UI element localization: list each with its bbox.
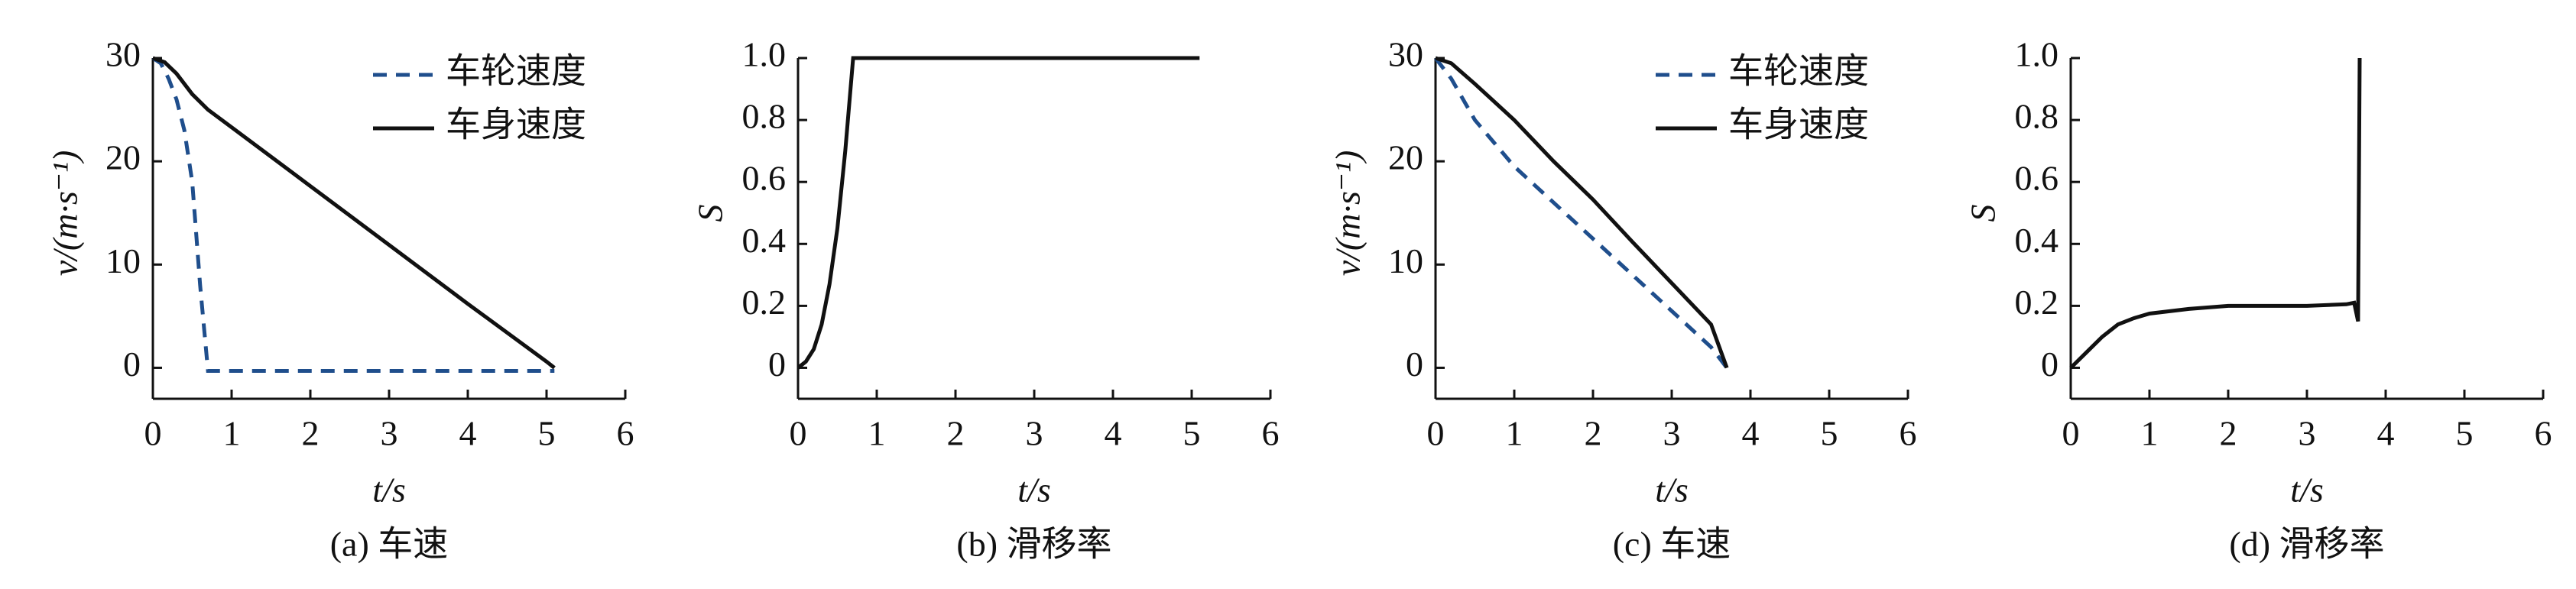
caption: (c) 车速 — [1613, 525, 1731, 564]
y-tick-label: 0.6 — [2015, 159, 2059, 198]
y-tick-label: 0.4 — [2015, 221, 2059, 260]
y-axis-label: v/(m·s⁻¹) — [46, 150, 85, 277]
x-tick-label: 1 — [2141, 414, 2159, 453]
y-axis-label: S — [691, 205, 730, 222]
y-tick-label: 0 — [1406, 345, 1423, 383]
y-axis-label: S — [1964, 205, 2003, 222]
y-tick-label: 10 — [1388, 241, 1423, 280]
y-tick-label: 0 — [2041, 345, 2059, 383]
legend-label: 车身速度 — [446, 105, 586, 144]
line — [1434, 57, 1729, 370]
legend-label: 车轮速度 — [1728, 52, 1869, 91]
x-axis-label: t/s — [1017, 471, 1050, 510]
y-tick-label: 10 — [105, 241, 141, 280]
line — [2069, 57, 2362, 370]
x-axis-label: t/s — [372, 471, 405, 510]
line — [1435, 56, 1729, 369]
y-tick-label: 0 — [123, 345, 141, 383]
x-tick-label: 4 — [1105, 414, 1122, 453]
y-tick-label: 1.0 — [742, 35, 787, 74]
x-tick-label: 4 — [459, 414, 477, 453]
x-tick-label: 3 — [381, 414, 398, 453]
x-tick-label: 1 — [223, 414, 241, 453]
x-tick-label: 1 — [1506, 414, 1523, 453]
x-tick-label: 2 — [1585, 414, 1602, 453]
y-tick-label: 0.4 — [742, 221, 787, 260]
y-tick-label: 0.8 — [2015, 97, 2059, 136]
x-tick-label: 0 — [2062, 414, 2080, 453]
y-tick-label: 0.8 — [742, 97, 787, 136]
x-tick-label: 5 — [2456, 414, 2474, 453]
y-tick-label: 20 — [105, 138, 141, 177]
x-tick-label: 0 — [144, 414, 162, 453]
y-axis-label: v/(m·s⁻¹) — [1329, 150, 1367, 277]
y-tick-label: 1.0 — [2015, 35, 2059, 74]
y-tick-label: 20 — [1388, 138, 1423, 177]
x-tick-label: 5 — [1183, 414, 1201, 453]
line — [152, 56, 556, 370]
x-tick-label: 5 — [1821, 414, 1838, 453]
caption: (d) 滑移率 — [2229, 525, 2384, 564]
caption: (a) 车速 — [330, 525, 449, 564]
x-axis-label: t/s — [1655, 471, 1688, 510]
x-tick-label: 3 — [1663, 414, 1681, 453]
x-tick-label: 1 — [868, 414, 886, 453]
y-tick-label: 30 — [1388, 35, 1423, 74]
y-tick-label: 30 — [105, 35, 141, 74]
line — [796, 56, 1200, 370]
legend-label: 车身速度 — [1728, 105, 1869, 144]
x-tick-label: 4 — [1742, 414, 1760, 453]
x-tick-label: 6 — [1262, 414, 1280, 453]
x-tick-label: 3 — [1026, 414, 1043, 453]
x-tick-label: 3 — [2299, 414, 2316, 453]
y-tick-label: 0.2 — [2015, 283, 2059, 322]
x-tick-label: 2 — [302, 414, 320, 453]
x-tick-label: 5 — [538, 414, 556, 453]
y-tick-label: 0.6 — [742, 159, 787, 198]
y-tick-label: 0.2 — [742, 283, 787, 322]
x-tick-label: 2 — [2220, 414, 2237, 453]
x-tick-label: 2 — [947, 414, 965, 453]
x-tick-label: 0 — [790, 414, 807, 453]
x-tick-label: 0 — [1427, 414, 1445, 453]
y-tick-label: 0 — [768, 345, 786, 383]
x-tick-label: 4 — [2377, 414, 2395, 453]
caption: (b) 滑移率 — [956, 525, 1111, 564]
x-tick-label: 6 — [1900, 414, 1917, 453]
x-tick-label: 6 — [2535, 414, 2552, 453]
line — [151, 56, 555, 373]
x-tick-label: 6 — [617, 414, 634, 453]
x-axis-label: t/s — [2290, 471, 2323, 510]
legend-label: 车轮速度 — [446, 52, 586, 91]
